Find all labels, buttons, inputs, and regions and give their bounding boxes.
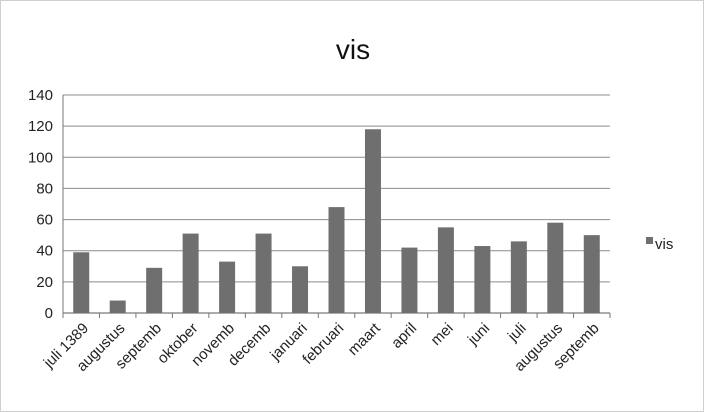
bar (73, 252, 90, 313)
bar (328, 207, 345, 313)
x-tick-label: februari (299, 320, 347, 368)
y-tick-label: 100 (28, 149, 53, 166)
bars (73, 129, 600, 313)
bar (510, 241, 527, 313)
bar (182, 233, 199, 313)
x-tick-label: maart (345, 319, 385, 359)
bar (474, 246, 491, 313)
y-tick-label: 80 (36, 180, 53, 197)
y-tick-label: 40 (36, 243, 53, 260)
legend-label: vis (655, 236, 673, 253)
bar (547, 222, 564, 313)
bar (364, 129, 381, 313)
bar (437, 227, 454, 313)
bar (109, 300, 126, 313)
bar (219, 261, 236, 313)
bar (583, 235, 600, 313)
y-tick-label: 60 (36, 212, 53, 229)
y-tick-label: 120 (28, 118, 53, 135)
y-tick-label: 20 (36, 274, 53, 291)
x-tick-label: juli (504, 320, 530, 346)
legend: vis (646, 236, 673, 253)
chart-title: vis (336, 34, 370, 65)
bar (401, 247, 418, 313)
bar (292, 266, 309, 313)
legend-swatch (646, 237, 653, 244)
bar (146, 267, 163, 313)
x-tick-label: juni (464, 320, 493, 349)
x-tick-label: mei (428, 320, 457, 349)
y-tick-label: 140 (28, 87, 53, 104)
bar (255, 233, 272, 313)
x-tick-label: april (388, 320, 420, 352)
y-tick-label: 0 (45, 305, 53, 322)
